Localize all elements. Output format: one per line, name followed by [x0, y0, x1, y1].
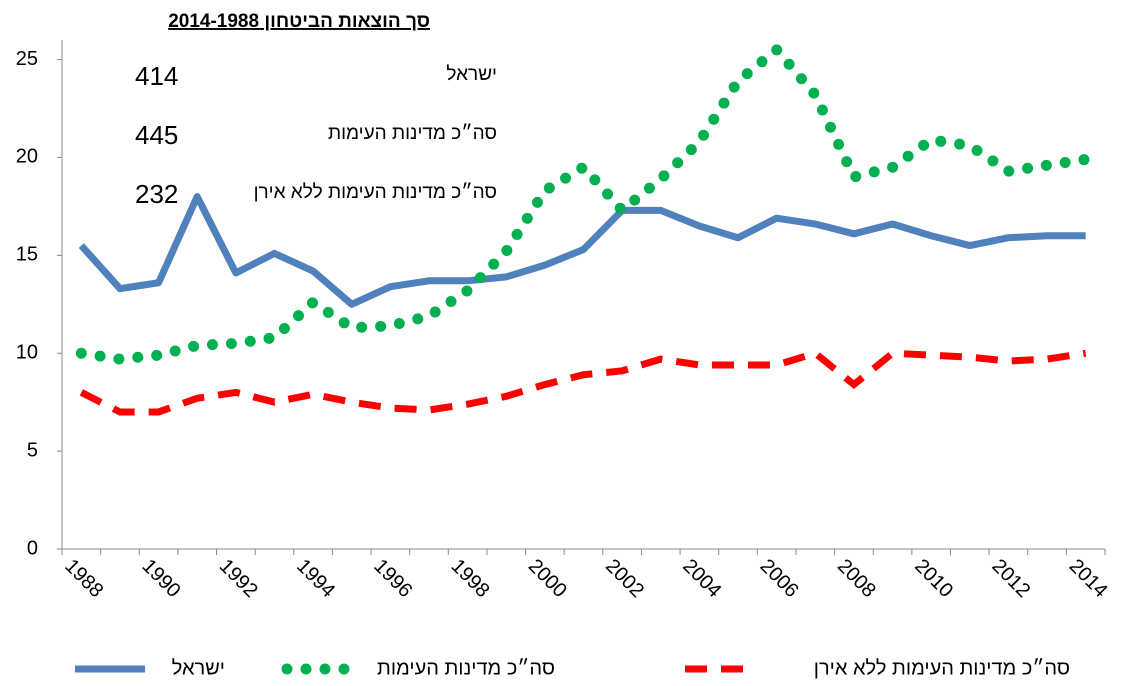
x-tick-label: 2008 — [833, 555, 880, 602]
x-tick-label: 2002 — [601, 555, 648, 602]
annotation-value: 232 — [135, 179, 178, 209]
x-tick-label: 2006 — [756, 555, 803, 602]
series-line — [75, 42, 1092, 365]
legend-label: ישראל — [172, 657, 225, 679]
legend-label: סה״כ מדינות העימות ללא אירן — [814, 657, 1070, 679]
x-tick-label: 1992 — [215, 555, 262, 602]
y-tick-label: 20 — [16, 146, 38, 168]
x-tick-label: 1990 — [138, 555, 185, 602]
legend-label: סה״כ מדינות העימות — [377, 657, 555, 679]
x-tick-label: 2012 — [987, 555, 1034, 602]
y-tick-label: 5 — [27, 439, 38, 461]
y-tick-label: 15 — [16, 244, 38, 266]
annotation-label: סה״כ מדינות העימות ללא אירן — [254, 182, 497, 203]
annotation-label: סה״כ מדינות העימות — [328, 123, 497, 144]
chart-title: סך הוצאות הביטחון 2014-1988 — [168, 11, 430, 32]
x-tick-label: 1996 — [369, 555, 416, 602]
series-line — [78, 193, 1086, 308]
annotation-label: ישראל — [446, 64, 497, 85]
y-tick-label: 0 — [27, 537, 38, 559]
x-tick-label: 1994 — [292, 555, 339, 602]
y-tick-label: 25 — [16, 48, 38, 70]
x-tick-label: 2014 — [1065, 555, 1112, 602]
x-tick-label: 1988 — [60, 555, 107, 602]
x-tick-label: 2004 — [678, 555, 725, 602]
annotation-value: 445 — [135, 120, 178, 150]
y-tick-label: 10 — [16, 342, 38, 364]
x-tick-label: 2010 — [910, 555, 957, 602]
annotation-value: 414 — [135, 61, 178, 91]
x-tick-label: 1998 — [447, 555, 494, 602]
x-tick-label: 2000 — [524, 555, 571, 602]
series-line — [79, 349, 1087, 416]
